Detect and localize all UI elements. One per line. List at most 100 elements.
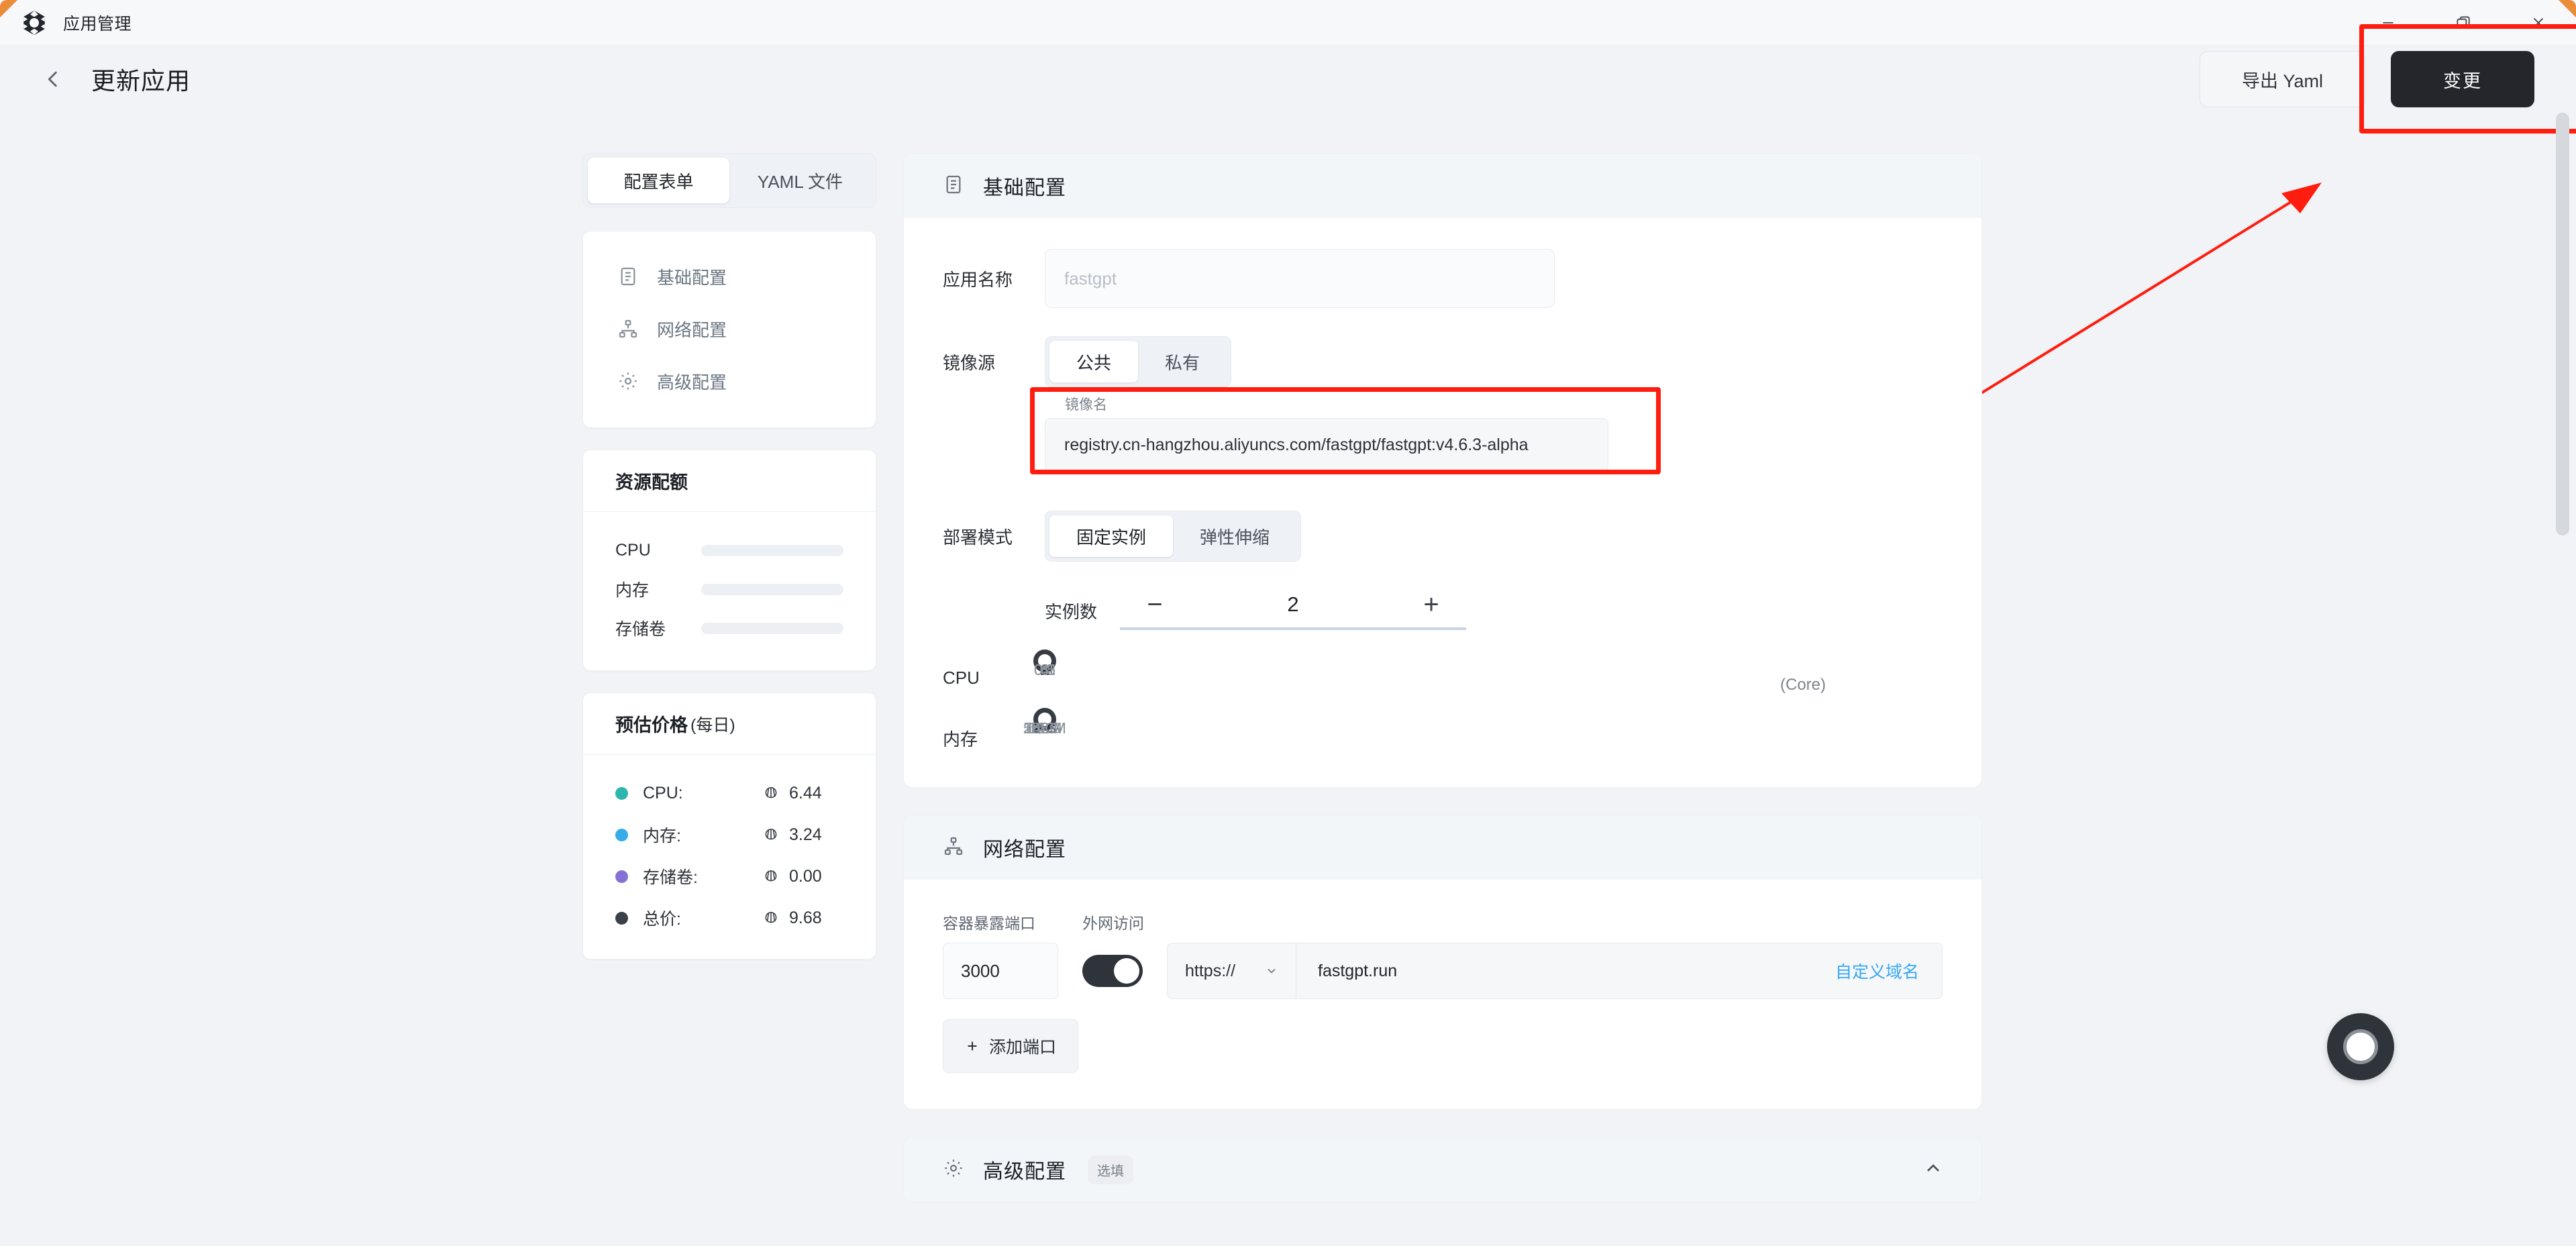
public-access-toggle[interactable] xyxy=(1082,955,1143,987)
container-port-input[interactable]: 3000 xyxy=(943,943,1058,999)
estimated-price-title: 预估价格 (每日) xyxy=(583,693,876,755)
section-nav-card: 基础配置 网络配置 高级配置 xyxy=(582,231,876,428)
sidebar-item-advanced-config[interactable]: 高级配置 xyxy=(583,355,876,407)
window-titlebar: 应用管理 xyxy=(0,0,2576,46)
change-button[interactable]: 变更 xyxy=(2391,51,2534,107)
quota-track xyxy=(701,583,843,595)
image-name-input[interactable]: registry.cn-hangzhou.aliyuncs.com/fastgp… xyxy=(1045,418,1608,472)
config-tab-switch: 配置表单 YAML 文件 xyxy=(582,153,876,208)
instance-count-value[interactable]: 2 xyxy=(1287,592,1299,616)
slider-tick[interactable]: 8 G xyxy=(1032,719,1058,737)
tab-config-form[interactable]: 配置表单 xyxy=(588,158,729,203)
scrollbar-thumb[interactable] xyxy=(2556,113,2569,535)
sidebar-item-label: 基础配置 xyxy=(657,267,727,288)
quota-track xyxy=(701,622,843,634)
slider-tick[interactable]: 0.1 xyxy=(1034,661,1055,678)
slider-tick[interactable]: 2 G xyxy=(1032,719,1058,737)
slider-tick[interactable]: 1 G xyxy=(1032,719,1058,737)
app-name-label: 应用名称 xyxy=(943,269,1013,290)
page-scrollbar[interactable] xyxy=(2555,46,2571,1246)
list-document-icon xyxy=(943,174,964,199)
network-tree-icon xyxy=(943,835,964,860)
image-source-row: 镜像源 公共 私有 xyxy=(943,336,1943,387)
slider-tick[interactable]: 0.5 xyxy=(1034,661,1055,678)
minimize-icon[interactable] xyxy=(2351,0,2426,46)
chevron-up-icon[interactable] xyxy=(1922,1157,1944,1182)
slider-tick[interactable]: 512 M xyxy=(1023,719,1066,737)
cpu-slider-unit: (Core) xyxy=(1780,676,1826,694)
restore-icon[interactable] xyxy=(2426,0,2501,46)
image-source-segmented: 公共 私有 xyxy=(1045,336,1232,387)
network-field-labels: 容器暴露端口 外网访问 xyxy=(943,911,1943,933)
price-color-dot xyxy=(615,911,628,925)
hexagon-app-icon xyxy=(20,9,48,37)
slider-tick[interactable]: 0.2 xyxy=(1034,661,1055,678)
quota-label: 内存 xyxy=(615,581,650,600)
slider-tick[interactable]: 8 xyxy=(1040,661,1049,678)
quota-row-cpu: CPU xyxy=(615,531,843,570)
sidebar-item-network-config[interactable]: 网络配置 xyxy=(583,303,876,355)
back-button[interactable] xyxy=(35,61,71,97)
slider-tick[interactable]: 256 M xyxy=(1023,719,1066,737)
deploy-mode-elastic[interactable]: 弹性伸缩 xyxy=(1200,527,1270,548)
deploy-mode-segmented: 固定实例 弹性伸缩 xyxy=(1045,511,1302,562)
quota-track xyxy=(701,544,843,556)
network-config-header: 网络配置 xyxy=(904,815,1981,880)
price-title-sub: (每日) xyxy=(690,715,735,735)
price-label: 存储卷: xyxy=(643,868,698,887)
instance-decrement-button[interactable]: − xyxy=(1147,590,1163,619)
advanced-config-section: 高级配置 选填 xyxy=(903,1137,1982,1202)
image-source-public[interactable]: 公共 xyxy=(1049,341,1139,382)
tab-yaml-file[interactable]: YAML 文件 xyxy=(757,171,843,192)
slider-tick[interactable]: 16 G xyxy=(1028,719,1062,737)
gear-icon xyxy=(943,1157,964,1182)
page-title: 更新应用 xyxy=(91,67,191,95)
advanced-config-header[interactable]: 高级配置 选填 xyxy=(904,1137,1981,1202)
instance-increment-button[interactable]: + xyxy=(1423,590,1439,619)
cpu-slider-label: CPU xyxy=(943,668,980,688)
price-label: 总价: xyxy=(643,910,681,929)
slider-tick[interactable]: 128 M xyxy=(1023,719,1066,737)
instance-count-row: 实例数 − 2 + xyxy=(1045,591,1943,630)
basic-config-section: 基础配置 应用名称 fastgpt 镜像源 公共 私有 镜像名 registry… xyxy=(903,153,1982,788)
slider-tick[interactable]: 2 xyxy=(1040,661,1049,678)
gear-icon xyxy=(617,370,639,393)
recording-indicator[interactable] xyxy=(2327,1013,2394,1080)
quota-row-memory: 内存 xyxy=(615,570,843,609)
image-source-private[interactable]: 私有 xyxy=(1165,352,1200,373)
price-value: 6.44 xyxy=(789,783,822,802)
quota-row-storage: 存储卷 xyxy=(615,609,843,647)
sidebar-item-basic-config[interactable]: 基础配置 xyxy=(583,250,876,303)
domain-input[interactable]: fastgpt.run xyxy=(1318,961,1398,980)
close-icon[interactable] xyxy=(2501,0,2576,46)
protocol-value: https:// xyxy=(1185,961,1236,980)
slider-tick[interactable]: 4 xyxy=(1040,661,1049,678)
network-config-section: 网络配置 容器暴露端口 外网访问 3000 https:// fastgpt.r… xyxy=(903,815,1982,1110)
export-yaml-button[interactable]: 导出 Yaml xyxy=(2199,51,2365,107)
price-label: CPU: xyxy=(643,783,683,802)
price-value: 0.00 xyxy=(789,866,822,886)
deploy-mode-fixed[interactable]: 固定实例 xyxy=(1049,515,1174,557)
price-row-cpu: CPU: 6.44 xyxy=(615,772,843,814)
container-port-label: 容器暴露端口 xyxy=(943,915,1035,932)
app-name-row: 应用名称 fastgpt xyxy=(943,249,1943,308)
toggle-knob xyxy=(1114,958,1139,984)
add-port-label: 添加端口 xyxy=(988,1038,1056,1057)
protocol-select[interactable]: https:// xyxy=(1168,943,1296,998)
slider-tick[interactable]: 64 M xyxy=(1027,719,1062,737)
slider-tick[interactable]: 4 G xyxy=(1032,719,1058,737)
app-name-input[interactable]: fastgpt xyxy=(1045,249,1555,308)
deploy-mode-row: 部署模式 固定实例 弹性伸缩 xyxy=(943,511,1943,562)
cpu-slider-thumb[interactable] xyxy=(1033,650,1056,672)
network-field-row: 3000 https:// fastgpt.run 自定义域名 xyxy=(943,943,1943,999)
section-title: 高级配置 xyxy=(983,1161,1066,1183)
image-name-block: 镜像名 registry.cn-hangzhou.aliyuncs.com/fa… xyxy=(1030,387,1661,474)
slider-tick[interactable]: 1 xyxy=(1040,661,1049,678)
slider-tick[interactable]: 3 xyxy=(1040,661,1049,678)
instance-count-label: 实例数 xyxy=(1045,601,1098,622)
section-title: 基础配置 xyxy=(983,177,1066,199)
add-port-button[interactable]: 添加端口 xyxy=(943,1019,1078,1073)
custom-domain-link[interactable]: 自定义域名 xyxy=(1835,963,1919,982)
memory-slider-thumb[interactable] xyxy=(1033,708,1056,731)
